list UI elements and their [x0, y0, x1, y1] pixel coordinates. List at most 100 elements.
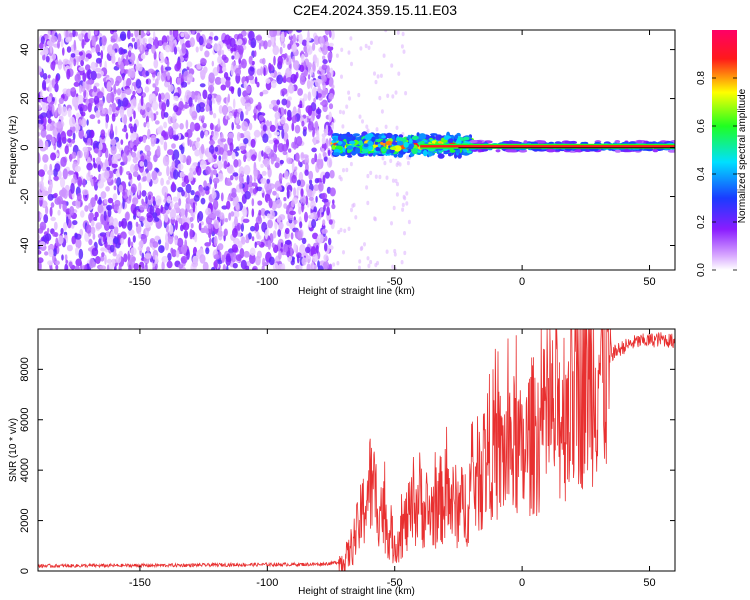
spectrogram-blob	[243, 250, 250, 258]
spectrogram-blob	[255, 255, 261, 266]
spectrogram-blob	[316, 159, 324, 170]
spectrogram-blob	[328, 93, 335, 100]
spectrogram-blob	[84, 57, 89, 62]
spectrogram-blob	[326, 206, 330, 216]
spectrogram-blob	[311, 219, 317, 229]
spectrogram-blob	[120, 231, 127, 240]
spectrogram-ytick-label: 0	[19, 144, 31, 150]
spectrogram-blob	[148, 93, 153, 104]
spectrogram-blob	[283, 75, 287, 82]
spectrogram-blob	[299, 64, 305, 73]
spectrogram-blob	[272, 190, 277, 196]
spectrogram-blob	[246, 260, 251, 267]
spectrogram-blob	[78, 51, 83, 56]
snr-xtick-label: -100	[256, 577, 278, 589]
spectrogram-blob	[189, 121, 195, 132]
spectrogram-blob	[190, 190, 195, 196]
spectrogram-blob	[213, 131, 219, 139]
spectrogram-blob	[172, 116, 176, 124]
spectrogram-blob	[143, 159, 148, 168]
spectrogram-blob	[38, 169, 45, 177]
spectrogram-blob	[303, 70, 308, 77]
spectrogram-blob	[137, 211, 141, 217]
spectrogram-blob	[403, 250, 407, 256]
spectrogram-blob	[149, 205, 155, 215]
spectrogram-blob	[306, 39, 310, 49]
spectrogram-blob	[121, 128, 128, 132]
spectrogram-blob	[258, 42, 262, 50]
spectrogram-blob	[317, 93, 322, 98]
spectrogram-blob	[336, 261, 340, 266]
spectrogram-blob	[198, 222, 202, 231]
spectrogram-blob	[164, 202, 169, 211]
spectrogram-blob	[109, 49, 116, 57]
spectrogram-blob	[130, 138, 133, 149]
spectrogram-blob	[266, 196, 271, 202]
spectrogram-blob	[283, 123, 289, 133]
spectrogram-blob	[154, 78, 159, 86]
spectrogram-blob	[404, 91, 408, 96]
spectrogram-blob	[106, 264, 110, 270]
spectrogram-blob	[164, 44, 171, 53]
spectrogram-blob	[232, 98, 236, 109]
spectrogram-blob	[273, 139, 280, 145]
spectrogram-blob	[285, 227, 290, 235]
spectrogram-blob	[282, 150, 288, 156]
spectrogram-blob	[300, 194, 306, 205]
spectrogram-blob	[667, 149, 675, 153]
spectrogram-blob	[378, 95, 382, 101]
spectrogram-blob	[161, 130, 167, 138]
spectrogram-blob	[282, 43, 286, 48]
spectrogram-blob	[167, 72, 171, 81]
spectrogram-blob	[281, 128, 285, 139]
spectrogram-blob	[78, 128, 84, 140]
spectrogram-blob	[138, 240, 144, 248]
spectrogram-blob	[298, 33, 303, 44]
spectrogram-blob	[243, 164, 251, 176]
spectrogram-blob	[361, 147, 369, 154]
spectrogram-blob	[95, 110, 101, 118]
spectrogram-blob	[139, 108, 146, 116]
spectrogram-blob	[51, 136, 55, 146]
spectrogram-blob	[293, 187, 297, 197]
spectrogram-blob	[252, 188, 257, 195]
spectrogram-blob	[62, 47, 65, 56]
spectrogram-blob	[256, 231, 260, 240]
spectrogram-blob	[38, 152, 41, 164]
spectrogram-blob	[508, 149, 517, 153]
spectrogram-blob	[233, 210, 240, 219]
spectrogram-blob	[122, 97, 129, 107]
spectrogram-blob	[43, 49, 49, 55]
spectrogram-blob	[144, 86, 150, 93]
spectrogram-blob	[166, 179, 170, 185]
spectrogram-blob	[395, 162, 399, 167]
spectrogram-blob	[268, 139, 275, 144]
spectrogram-blob	[213, 219, 220, 230]
spectrogram-blob	[74, 96, 79, 106]
spectrogram-blob	[411, 148, 418, 155]
spectrogram-blob	[367, 263, 371, 269]
spectrogram-blob	[88, 238, 93, 246]
spectrogram-blob	[122, 190, 126, 196]
spectrogram-blob	[132, 235, 136, 243]
spectrogram-blob	[118, 184, 124, 193]
spectrogram-blob	[315, 108, 322, 115]
spectrogram-blob	[257, 101, 262, 112]
spectrogram-blob	[314, 178, 320, 184]
spectrogram-blob	[251, 236, 255, 242]
spectrogram-blob	[152, 83, 156, 88]
spectrogram-blob	[381, 135, 386, 139]
spectrogram-blob	[84, 264, 88, 270]
spectrogram-blob	[462, 136, 470, 141]
spectrogram-blob	[290, 73, 297, 84]
spectrogram-blob	[214, 76, 222, 85]
spectrogram-blob	[280, 242, 284, 248]
spectrogram-blob	[191, 260, 199, 268]
spectrogram-blob	[73, 81, 80, 87]
spectrogram-blob	[188, 198, 196, 203]
spectrogram-blob	[230, 64, 234, 76]
spectrogram-blob	[212, 169, 218, 176]
spectrogram-blob	[230, 175, 234, 181]
snr-ytick-label: 0	[19, 568, 31, 574]
